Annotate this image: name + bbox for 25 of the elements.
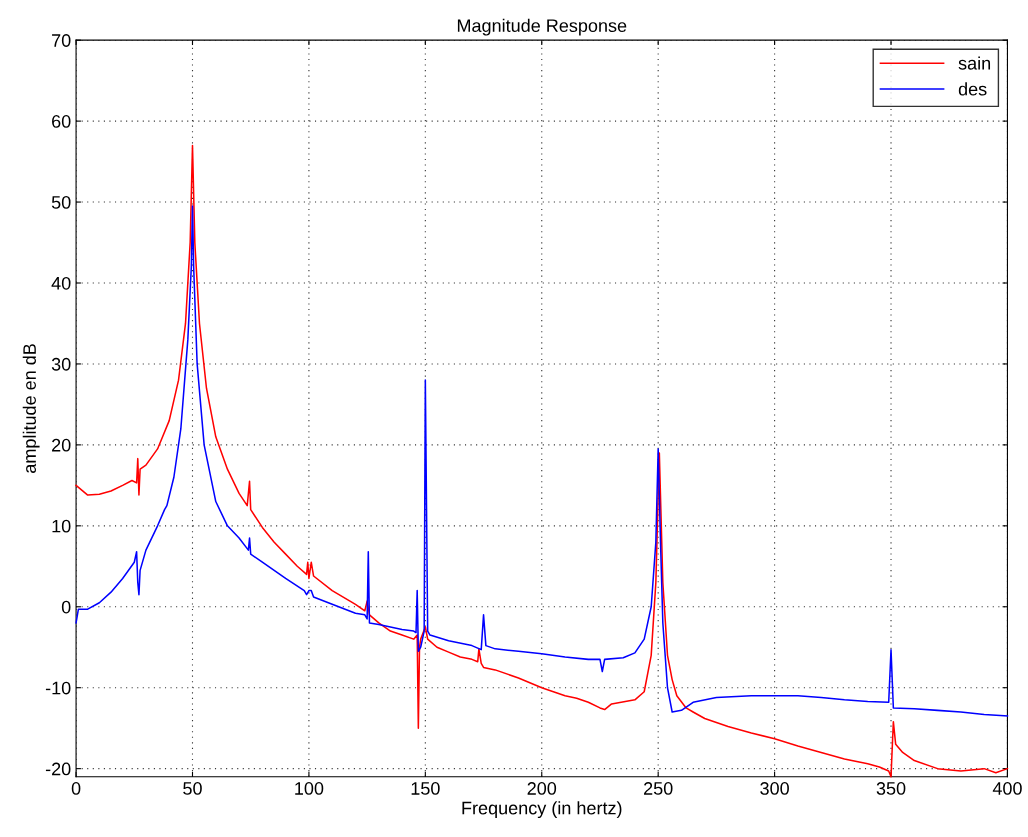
x-axis-title: Frequency (in hertz)	[462, 801, 622, 819]
x-tick-label: 150	[411, 782, 440, 795]
x-tick-label: 400	[992, 782, 1022, 795]
y-axis-title: amplitude en dB	[22, 344, 40, 473]
y-tick-label: 50	[51, 195, 71, 209]
x-tick-label: 0	[71, 782, 81, 795]
y-tick-label: 40	[51, 276, 71, 290]
y-tick-label: -20	[45, 762, 71, 776]
x-tick-label: 200	[527, 782, 557, 795]
x-tick-label: 50	[183, 782, 202, 795]
x-tick-label: 350	[876, 782, 906, 795]
y-tick-label: 30	[51, 357, 71, 371]
y-tick-label: 0	[61, 600, 71, 614]
legend-label: des	[958, 82, 987, 96]
chart-title: Magnitude Response	[457, 18, 627, 36]
y-tick-label: 10	[52, 519, 71, 533]
y-tick-label: -10	[45, 681, 71, 695]
legend-label: sain	[958, 56, 991, 70]
x-tick-label: 100	[295, 782, 324, 795]
x-tick-label: 250	[644, 782, 673, 795]
line-series	[75, 205, 1009, 717]
y-tick-label: 60	[52, 115, 71, 128]
y-tick-label: 70	[52, 34, 71, 47]
x-tick-label: 300	[760, 782, 789, 795]
y-tick-label: 20	[52, 438, 71, 452]
